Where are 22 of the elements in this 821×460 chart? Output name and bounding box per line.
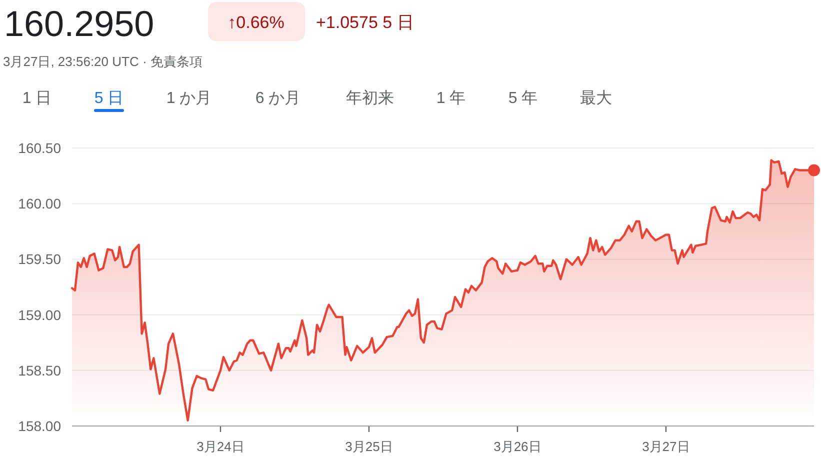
- x-tick-label: 3月25日: [345, 439, 393, 454]
- text: +1.0575 5 日: [316, 13, 414, 32]
- y-tick-label: 160.00: [18, 196, 62, 212]
- text: 6 か月: [255, 90, 301, 107]
- y-tick-label: 158.50: [18, 362, 62, 378]
- y-tick-label: 160.50: [18, 140, 62, 156]
- chart-subtitle: 3月27日, 23:56:20 UTC · 免責条項: [3, 54, 202, 69]
- text: 1 日: [22, 90, 52, 107]
- text: 5 日: [94, 90, 124, 107]
- text: 1 年: [436, 90, 466, 107]
- chart-title: 160.2950: [4, 3, 154, 44]
- text: 年初来: [346, 89, 394, 107]
- y-tick-label: 159.00: [18, 306, 62, 323]
- text: ↑0.66%: [228, 13, 284, 32]
- text: 5 年: [508, 90, 538, 107]
- y-tick-label: 159.50: [18, 251, 62, 268]
- x-tick-label: 3月27日: [642, 439, 690, 454]
- text: 1 か月: [166, 90, 212, 107]
- x-tick-label: 3月26日: [494, 439, 542, 454]
- x-tick-label: 3月24日: [196, 439, 244, 454]
- text: 最大: [580, 89, 612, 107]
- y-tick-label: 158.00: [18, 418, 62, 434]
